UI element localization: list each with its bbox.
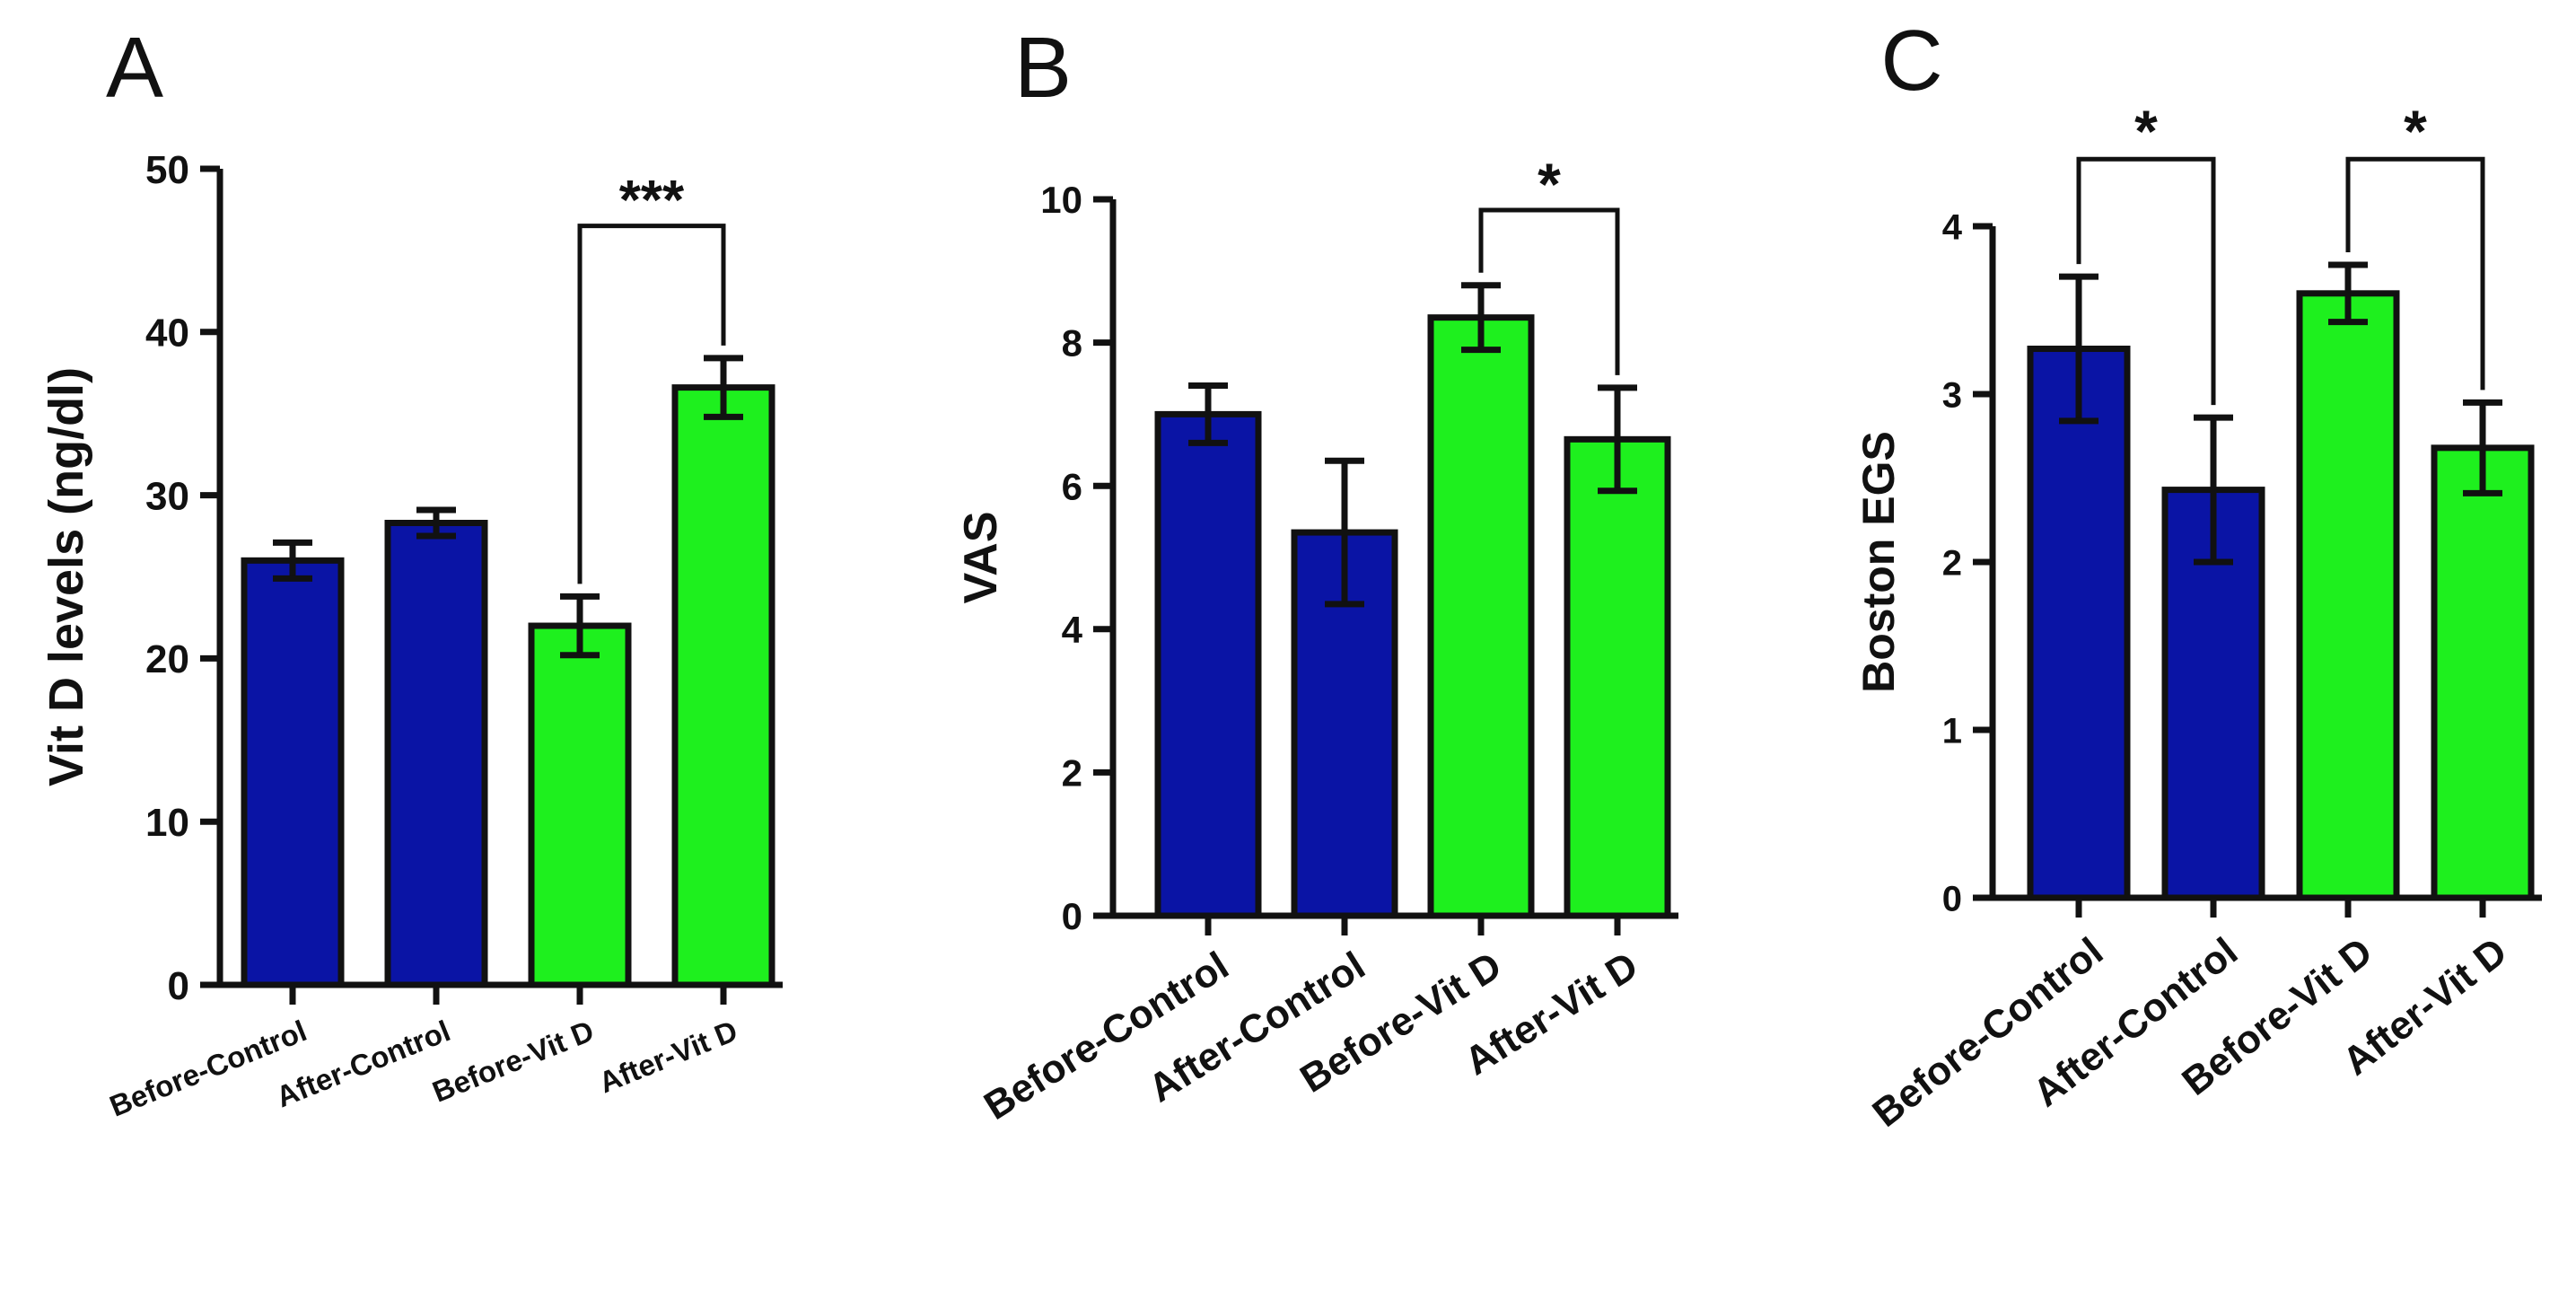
significance-label: * bbox=[2134, 98, 2158, 164]
significance-label: *** bbox=[619, 170, 685, 232]
x-tick-label: Before-Control bbox=[977, 944, 1236, 1129]
y-tick-label: 8 bbox=[1062, 322, 1082, 364]
y-tick-label: 2 bbox=[1062, 752, 1082, 795]
error-bar-2 bbox=[1461, 282, 1501, 354]
y-tick-label: 20 bbox=[145, 637, 189, 681]
x-tick-label: Before-Control bbox=[1864, 929, 2111, 1136]
panel-label: B bbox=[1014, 20, 1072, 116]
y-tick-label: 4 bbox=[1062, 609, 1083, 651]
y-tick-label: 1 bbox=[1942, 711, 1962, 751]
significance-label: * bbox=[2404, 98, 2427, 164]
y-tick-label: 3 bbox=[1942, 375, 1962, 415]
error-bar-2 bbox=[2328, 261, 2368, 326]
y-axis-title: Vit D levels (ng/dl) bbox=[39, 367, 93, 786]
error-bar-0 bbox=[273, 539, 312, 582]
y-tick-label: 0 bbox=[1062, 895, 1082, 937]
y-tick-label: 0 bbox=[168, 964, 189, 1008]
y-tick-label: 6 bbox=[1062, 465, 1082, 507]
bar-after-vit-d bbox=[1564, 435, 1671, 919]
panel-label: A bbox=[106, 20, 163, 116]
bar-before-control bbox=[1154, 410, 1262, 919]
significance-bracket bbox=[2345, 156, 2485, 391]
y-tick-label: 10 bbox=[145, 801, 189, 845]
y-tick-label: 2 bbox=[1942, 543, 1962, 583]
error-bar-0 bbox=[2059, 273, 2098, 425]
significance-bracket bbox=[1478, 207, 1620, 375]
significance-label: * bbox=[1538, 151, 1561, 217]
y-tick-label: 40 bbox=[145, 312, 189, 356]
y-tick-label: 0 bbox=[1942, 879, 1962, 918]
error-bar-0 bbox=[1188, 382, 1228, 446]
panel-label: C bbox=[1880, 13, 1942, 109]
bar-before-control bbox=[2027, 346, 2131, 901]
x-tick-label: Before-Vit D bbox=[428, 1014, 599, 1109]
y-tick-label: 30 bbox=[145, 474, 189, 518]
bar-after-control bbox=[384, 520, 488, 988]
error-bar-1 bbox=[416, 506, 456, 540]
x-tick-label: After-Vit D bbox=[594, 1014, 742, 1099]
y-tick-label: 4 bbox=[1942, 207, 1963, 247]
significance-bracket bbox=[2076, 156, 2216, 406]
error-bar-3 bbox=[1598, 384, 1637, 495]
error-bar-3 bbox=[704, 355, 743, 420]
error-bar-3 bbox=[2463, 399, 2502, 496]
bar-before-vit-d bbox=[1427, 314, 1535, 919]
error-bar-1 bbox=[1325, 457, 1364, 608]
chart-panel-b: BVAS0246810Before-ControlAfter-ControlBe… bbox=[955, 20, 1678, 1129]
error-bar-1 bbox=[2194, 414, 2233, 566]
bar-before-control bbox=[241, 557, 345, 988]
y-axis-title: Boston EGS bbox=[1853, 431, 1904, 693]
significance-bracket bbox=[577, 224, 726, 584]
error-bar-2 bbox=[560, 593, 600, 659]
bar-after-vit-d bbox=[671, 384, 775, 988]
bar-before-vit-d bbox=[2296, 290, 2400, 901]
bar-after-vit-d bbox=[2431, 444, 2535, 901]
y-tick-label: 10 bbox=[1040, 179, 1082, 221]
y-axis-title: VAS bbox=[955, 511, 1007, 603]
bar-before-vit-d bbox=[528, 622, 632, 988]
y-tick-label: 50 bbox=[145, 148, 189, 192]
